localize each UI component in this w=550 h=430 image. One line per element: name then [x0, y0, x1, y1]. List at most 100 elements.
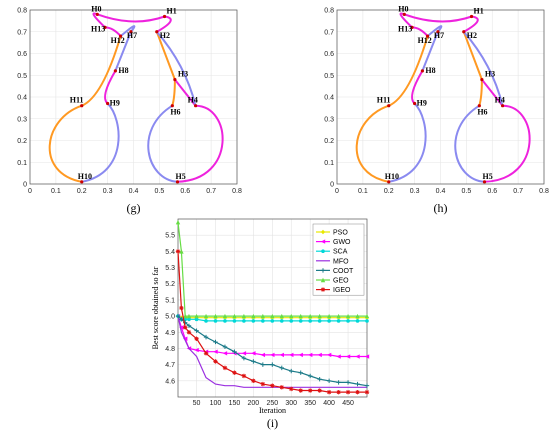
path-segment — [387, 35, 429, 107]
path-segment — [483, 104, 531, 183]
series-marker — [355, 313, 360, 319]
series-marker — [261, 319, 265, 323]
x-tick-label: 0.4 — [436, 188, 446, 195]
y-tick-label: 0.1 — [324, 160, 334, 167]
series-marker — [203, 351, 209, 356]
series-marker — [232, 349, 237, 354]
series-marker — [298, 370, 303, 375]
series-marker — [175, 249, 181, 254]
series-marker — [251, 359, 256, 364]
series-marker — [345, 354, 351, 359]
series-marker — [186, 313, 192, 319]
waypoint-label: H13 — [91, 24, 105, 33]
y-tick-label: 0.4 — [17, 95, 27, 102]
series-marker — [336, 354, 341, 359]
x-tick-label: 0.4 — [129, 188, 139, 195]
y-tick-label: 4.7 — [165, 362, 175, 369]
series-marker — [260, 362, 266, 367]
y-tick-label: 4.6 — [165, 378, 175, 385]
x-tick-label: 0.1 — [51, 188, 61, 195]
series-marker — [326, 378, 332, 384]
x-tick-label: 200 — [248, 400, 260, 407]
y-tick-label: 0.6 — [324, 51, 334, 58]
y-tick-label: 0.8 — [17, 8, 27, 15]
path-segment — [173, 78, 197, 107]
waypoint-label: H2 — [160, 31, 170, 40]
series-marker — [317, 319, 322, 323]
series-marker — [222, 365, 228, 371]
series-marker — [320, 268, 326, 273]
series-marker — [298, 319, 303, 323]
waypoint-marker — [95, 12, 99, 16]
series-marker — [175, 220, 181, 225]
series-marker — [346, 319, 350, 323]
legend-entry: MFO — [333, 258, 349, 265]
series-marker — [320, 287, 326, 292]
x-tick-label: 250 — [266, 400, 278, 407]
waypoint-label: H6 — [170, 108, 180, 117]
waypoint-label: H10 — [385, 172, 399, 181]
series-marker — [179, 249, 184, 254]
waypoint-label: H8 — [118, 66, 128, 75]
waypoint-label: H2 — [467, 31, 477, 40]
x-tick-label: 0.5 — [462, 188, 472, 195]
series-marker — [194, 336, 199, 341]
waypoint-label: H4 — [188, 96, 198, 105]
path-segment — [80, 102, 120, 183]
series-marker — [270, 313, 275, 319]
x-axis-label: Iteration — [259, 406, 286, 415]
x-tick-label: 0.6 — [487, 188, 497, 195]
waypoint-marker — [118, 34, 123, 38]
y-tick-label: 0.7 — [324, 29, 334, 36]
waypoint-marker — [113, 69, 117, 73]
legend-entry: GEO — [333, 278, 349, 285]
waypoint-label: H3 — [178, 70, 188, 79]
waypoint-marker — [387, 104, 391, 108]
series-marker — [241, 355, 247, 361]
path-segment — [176, 104, 224, 183]
legend-entry: PSO — [333, 230, 348, 237]
path-segment — [462, 30, 504, 107]
waypoint-marker — [175, 180, 180, 184]
y-tick-label: 0.5 — [324, 73, 334, 80]
x-tick-label: 0.8 — [232, 188, 242, 195]
path-segment — [454, 104, 486, 183]
path-segment — [48, 104, 83, 183]
waypoint-label: H6 — [477, 108, 487, 117]
series-marker — [204, 319, 208, 323]
y-tick-label: 0.3 — [324, 116, 334, 123]
series-marker — [289, 386, 294, 392]
legend-entry: GWO — [333, 239, 351, 246]
series-marker — [270, 352, 275, 358]
series-marker — [241, 373, 247, 379]
waypoint-marker — [501, 104, 505, 108]
series-marker — [336, 313, 341, 319]
series-marker — [355, 381, 360, 387]
y-tick-label: 0.5 — [17, 73, 27, 80]
series-marker — [336, 380, 341, 385]
x-tick-label: 0 — [28, 188, 32, 195]
series-marker — [194, 347, 199, 353]
waypoint-marker — [129, 30, 133, 34]
series-marker — [213, 319, 218, 323]
subfigure-caption: (h) — [434, 201, 448, 215]
series-marker — [289, 319, 294, 323]
path-plot-g: 0 0.1 0.2 0.3 0.4 0.5 0.6 0.7 0.8 0 0.1 0.2 0.3 0.4 0.… — [17, 4, 242, 215]
series-marker — [355, 389, 360, 395]
waypoint-label: H0 — [91, 4, 101, 13]
series-marker — [336, 319, 341, 323]
series-igeo — [175, 249, 370, 395]
waypoint-marker — [410, 25, 414, 29]
y-tick-label: 0 — [23, 182, 27, 189]
series-marker — [355, 319, 360, 323]
series-marker — [298, 313, 303, 319]
waypoint-marker — [194, 104, 198, 108]
waypoint-label: H8 — [425, 66, 435, 75]
series-marker — [364, 383, 370, 388]
series-marker — [326, 352, 332, 358]
series-marker — [327, 319, 331, 323]
waypoint-label: H4 — [495, 96, 505, 105]
series-marker — [232, 313, 237, 319]
series-marker — [222, 313, 228, 319]
